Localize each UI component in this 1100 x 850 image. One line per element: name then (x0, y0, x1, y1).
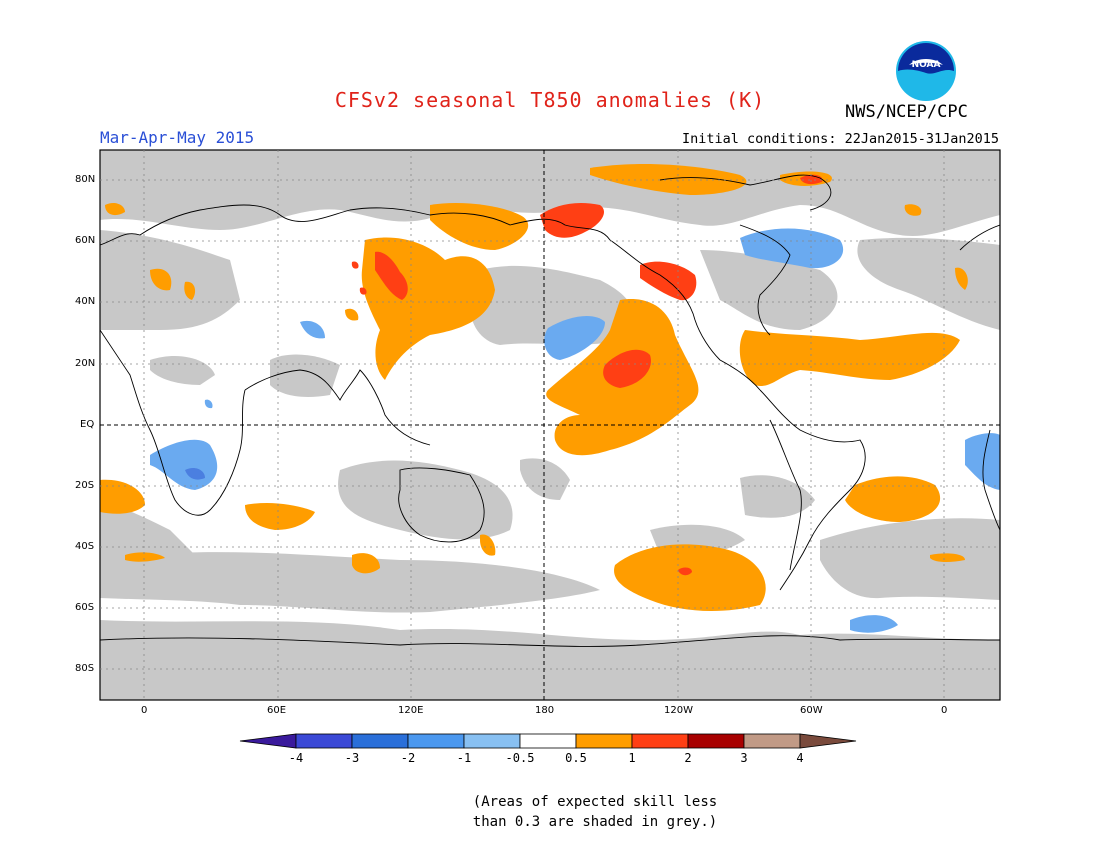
lon-label: 120E (398, 705, 424, 716)
lat-label: 60S (75, 602, 95, 613)
graticule (100, 150, 1000, 700)
season-label: Mar-Apr-May 2015 (100, 128, 255, 147)
moderate-cool-anomalies (185, 467, 205, 480)
footnote: (Areas of expected skill less than 0.3 a… (430, 792, 760, 832)
lat-label: 60N (75, 235, 96, 246)
lon-label: 0 (941, 705, 948, 716)
logo-text: NOAA (912, 60, 941, 70)
lat-label: 20S (75, 480, 95, 491)
lon-label: 60E (267, 705, 287, 716)
lat-label: 20N (75, 358, 96, 369)
lon-label: 120W (664, 705, 693, 716)
lat-label: 40N (75, 296, 96, 307)
lat-label: EQ (80, 419, 95, 430)
coastlines (100, 174, 1000, 647)
lon-label: 180 (535, 705, 555, 716)
reference-lines (100, 150, 1000, 700)
lon-label: 0 (141, 705, 148, 716)
initial-conditions-label: Initial conditions: 22Jan2015-31Jan2015 (682, 131, 999, 147)
lat-label: 80S (75, 663, 95, 674)
agency-label: NWS/NCEP/CPC (845, 102, 968, 122)
lat-label: 80N (75, 174, 96, 185)
lon-label: 60W (800, 705, 823, 716)
lat-label: 40S (75, 541, 95, 552)
noaa-logo-icon: NOAA (896, 41, 956, 101)
chart-title: CFSv2 seasonal T850 anomalies (K) (334, 88, 766, 112)
footnote-line: (Areas of expected skill less (472, 794, 718, 810)
footnote-line: than 0.3 are shaded in grey.) (472, 814, 718, 830)
